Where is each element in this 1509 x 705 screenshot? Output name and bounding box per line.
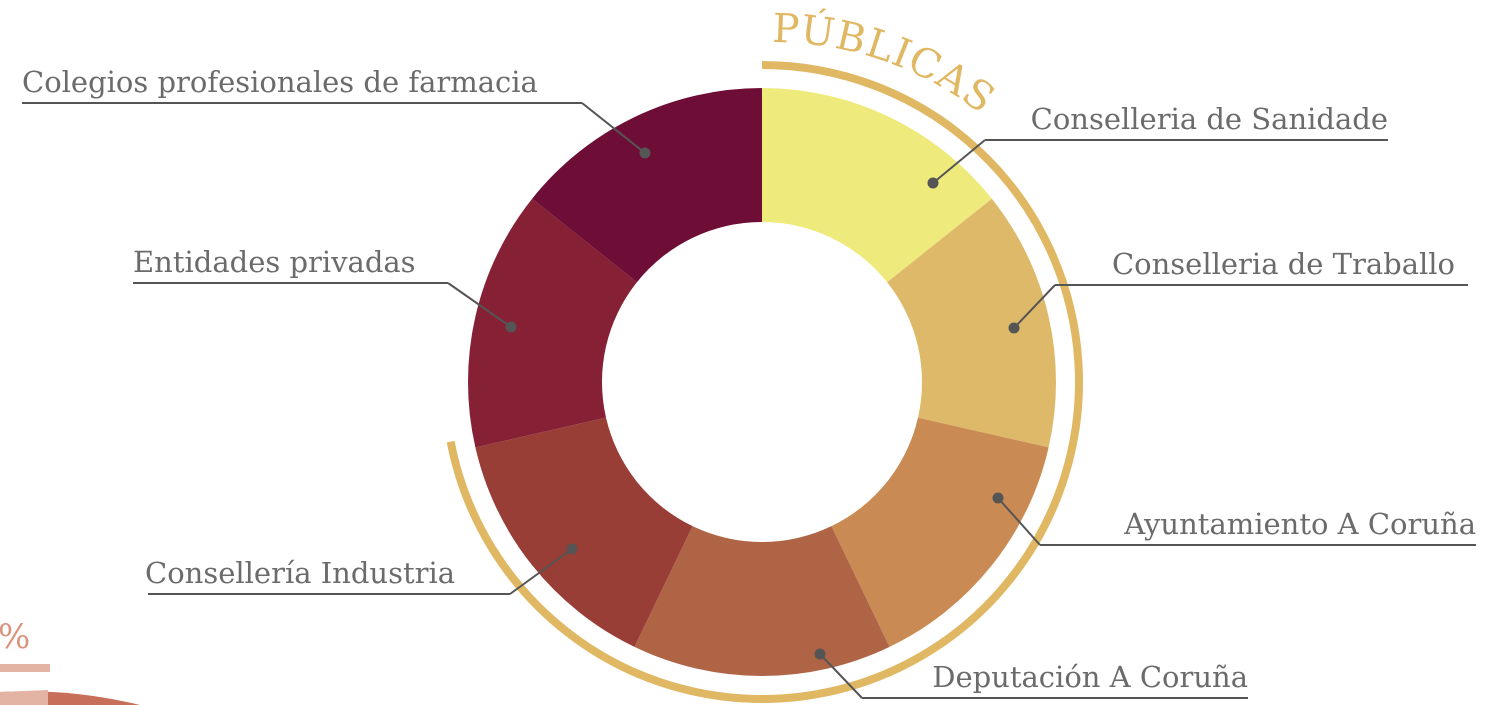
category-label: Conselleria de Sanidade — [1031, 102, 1388, 136]
donut-segment — [634, 526, 890, 676]
leader-dot — [566, 543, 578, 555]
leader-dot — [927, 177, 939, 189]
category-label: Conselleria de Traballo — [1112, 247, 1455, 281]
donut-segment — [762, 88, 992, 283]
leader-line — [819, 653, 863, 699]
donut-segment — [887, 198, 1056, 448]
donut-segment — [532, 88, 762, 283]
leader-line — [932, 139, 986, 184]
donut-segment — [475, 417, 693, 647]
leader-line — [581, 102, 646, 154]
category-label: Consellería Industria — [145, 556, 455, 590]
leader-dot — [992, 492, 1004, 504]
leader-dot — [639, 147, 651, 159]
leader-dot — [505, 321, 517, 333]
donut-segment — [468, 198, 637, 448]
leader-dot — [814, 648, 826, 660]
category-label: Entidades privadas — [133, 245, 416, 279]
leader-line — [447, 282, 512, 328]
leader-line — [1013, 284, 1056, 329]
leader-line — [997, 497, 1041, 546]
donut-segment — [831, 417, 1049, 647]
leader-line — [509, 548, 573, 595]
leader-dot — [1008, 322, 1020, 334]
category-label: Ayuntamiento A Coruña — [1123, 507, 1476, 541]
category-label: Colegios profesionales de farmacia — [22, 65, 538, 99]
fragment-shape — [0, 690, 48, 705]
category-label: Deputación A Coruña — [932, 660, 1248, 694]
fragment-label: % — [0, 617, 30, 657]
group-arc — [446, 61, 1083, 703]
